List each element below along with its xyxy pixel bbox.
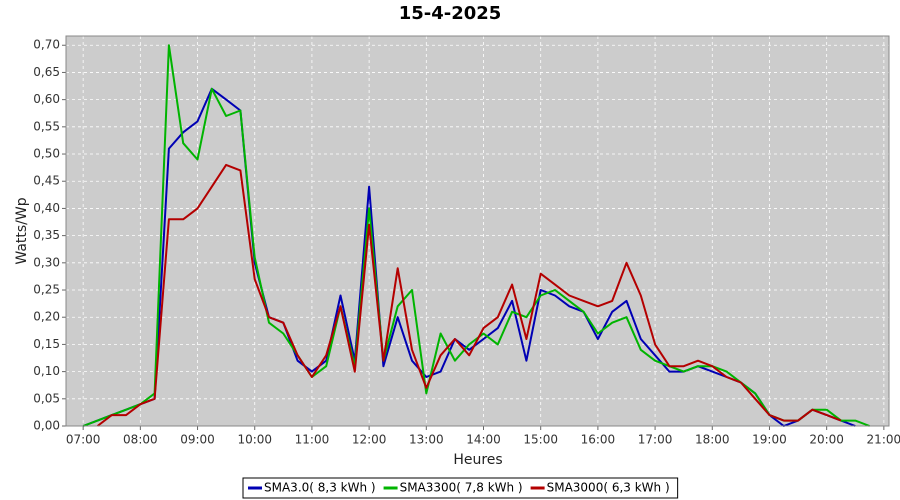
y-tick-label: 0,45 (33, 174, 60, 188)
plot-background (66, 36, 889, 426)
x-tick-label: 10:00 (237, 433, 272, 447)
y-tick-label: 0,10 (33, 364, 60, 378)
x-tick-label: 07:00 (66, 433, 101, 447)
legend-label: SMA3000( 6,3 kWh ) (547, 481, 670, 495)
y-tick-label: 0,70 (33, 38, 60, 52)
y-tick-label: 0,65 (33, 65, 60, 79)
legend-label: SMA3.0( 8,3 kWh ) (264, 481, 376, 495)
y-tick-label: 0,00 (33, 419, 60, 433)
x-tick-label: 17:00 (638, 433, 673, 447)
x-tick-label: 19:00 (752, 433, 787, 447)
x-tick-label: 08:00 (123, 433, 158, 447)
x-tick-label: 21:00 (867, 433, 900, 447)
x-tick-label: 20:00 (809, 433, 844, 447)
x-tick-label: 12:00 (352, 433, 387, 447)
grid (62, 36, 889, 430)
y-tick-label: 0,60 (33, 92, 60, 106)
y-tick-label: 0,40 (33, 201, 60, 215)
x-tick-label: 15:00 (523, 433, 558, 447)
chart-title: 15-4-2025 (399, 3, 502, 24)
y-tick-label: 0,30 (33, 255, 60, 269)
x-tick-label: 16:00 (581, 433, 616, 447)
y-tick-label: 0,20 (33, 310, 60, 324)
y-tick-label: 0,05 (33, 391, 60, 405)
y-tick-label: 0,55 (33, 119, 60, 133)
legend-label: SMA3300( 7,8 kWh ) (400, 481, 523, 495)
lines (82, 44, 870, 427)
x-axis-label: Heures (453, 452, 502, 468)
y-tick-label: 0,25 (33, 283, 60, 297)
x-tick-label: 14:00 (466, 433, 501, 447)
y-axis-label: Watts/Wp (14, 197, 30, 264)
plot-border (65, 35, 890, 427)
y-tick-label: 0,15 (33, 337, 60, 351)
x-tick-label: 11:00 (295, 433, 330, 447)
y-tick-label: 0,35 (33, 228, 60, 242)
x-tick-label: 18:00 (695, 433, 730, 447)
x-tick-label: 13:00 (409, 433, 444, 447)
y-tick-label: 0,50 (33, 147, 60, 161)
x-tick-label: 09:00 (180, 433, 215, 447)
legend-box (242, 477, 679, 499)
series-line (96, 163, 842, 427)
legend: SMA3.0( 8,3 kWh ) SMA3300( 7,8 kWh ) SMA30… (242, 477, 679, 499)
